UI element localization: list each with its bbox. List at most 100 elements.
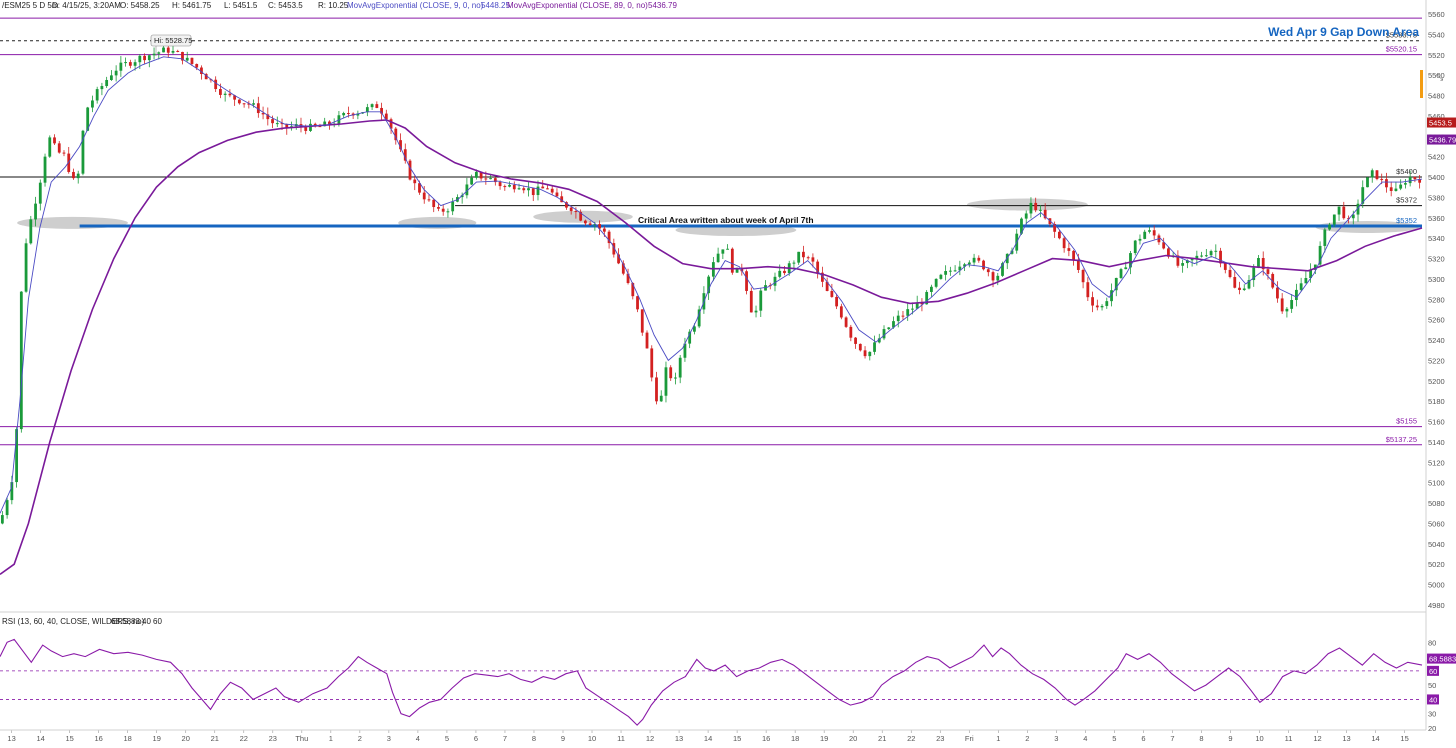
candle-body-236: [1119, 269, 1123, 278]
rsi-band-high-label: 60: [153, 617, 162, 626]
candle-body-54: [256, 103, 260, 114]
candle-body-125: [593, 224, 597, 226]
candle-body-278: [1318, 245, 1322, 265]
candle-body-275: [1304, 278, 1308, 284]
candle-body-59: [280, 123, 284, 125]
candle-body-92: [437, 207, 440, 209]
candle-body-154: [730, 248, 734, 273]
candle-body-103: [489, 178, 492, 180]
price-tick-0: 5560: [1428, 10, 1445, 19]
candle-body-219: [1039, 209, 1042, 211]
candle-body-220: [1043, 209, 1047, 219]
legend-header: /ESM25 5 D 5m D: 4/15/25, 3:20AM O: 5458…: [2, 1, 677, 10]
candle-body-285: [1351, 214, 1355, 219]
candle-body-223: [1057, 231, 1061, 239]
candle-body-40: [190, 57, 194, 64]
candle-body-274: [1299, 283, 1303, 290]
candle-body-140: [664, 367, 668, 396]
candle-body-256: [1214, 250, 1218, 252]
candle-body-3: [15, 429, 18, 483]
candle-body-146: [693, 326, 696, 332]
candle-body-239: [1133, 240, 1137, 254]
price-tick-9: 5380: [1428, 193, 1445, 202]
price-tick-21: 5140: [1428, 438, 1445, 447]
candle-body-6: [29, 219, 33, 244]
candle-body-208: [986, 269, 990, 273]
candle-body-119: [565, 202, 568, 208]
candle-body-157: [745, 271, 748, 291]
rsi-tick-5: 30: [1428, 710, 1436, 719]
bar-date: D: 4/15/25, 3:20AM: [52, 1, 121, 10]
candle-body-251: [1190, 258, 1194, 261]
candle-body-26: [124, 62, 128, 64]
candle-body-153: [726, 248, 729, 250]
candle-body-183: [868, 351, 872, 357]
price-tick-7: 5420: [1428, 153, 1445, 162]
candle-body-225: [1067, 248, 1071, 251]
rsi-value: 68.5883: [111, 617, 140, 626]
candle-body-30: [143, 55, 146, 61]
candle-body-28: [133, 62, 137, 66]
price-tick-17: 5220: [1428, 356, 1445, 365]
candle-body-195: [925, 291, 929, 305]
candle-body-270: [1280, 298, 1284, 312]
candle-body-176: [835, 296, 839, 307]
candle-body-213: [1010, 250, 1014, 254]
level-label-1: $5533.75: [1386, 31, 1417, 40]
candle-body-24: [114, 70, 118, 76]
candle-body-169: [802, 251, 805, 258]
expand-icon[interactable]: ⤡: [1436, 72, 1443, 82]
time-tick-2: 15: [65, 734, 73, 743]
candle-body-98: [465, 184, 469, 196]
candle-body-282: [1337, 206, 1341, 215]
candle-body-41: [195, 63, 199, 68]
candle-body-211: [1001, 263, 1004, 276]
candle-body-37: [176, 50, 180, 52]
candle-body-160: [759, 290, 763, 311]
rsi-value-badge: 68.5883: [1429, 655, 1456, 664]
level-label-3: $5400: [1396, 167, 1417, 176]
time-tick-15: 5: [445, 734, 449, 743]
time-tick-3: 16: [94, 734, 102, 743]
candle-body-246: [1167, 248, 1170, 257]
candle-body-131: [621, 263, 625, 274]
candle-body-116: [550, 188, 554, 193]
candle-body-57: [271, 119, 274, 124]
time-tick-37: 4: [1083, 734, 1087, 743]
candle-body-121: [574, 211, 578, 213]
candle-body-298: [1413, 176, 1417, 180]
candle-body-207: [982, 260, 985, 270]
time-tick-16: 6: [474, 734, 478, 743]
candle-body-171: [811, 257, 815, 262]
time-tick-19: 9: [561, 734, 565, 743]
candle-body-20: [95, 89, 99, 101]
low-value: L: 5451.5: [224, 1, 258, 10]
candle-body-264: [1252, 267, 1256, 281]
candle-body-228: [1081, 269, 1085, 283]
candle-body-130: [617, 254, 620, 264]
price-tick-23: 5100: [1428, 479, 1445, 488]
candle-body-68: [323, 121, 327, 127]
rsi-label: RSI (13, 60, 40, CLOSE, WILDERS, no): [2, 617, 145, 626]
time-tick-6: 20: [182, 734, 190, 743]
rsi-axis: 8070503020604068.5883: [1427, 638, 1456, 733]
time-tick-45: 12: [1313, 734, 1321, 743]
candle-body-5: [24, 243, 28, 292]
candle-body-60: [285, 124, 289, 128]
price-tick-19: 5180: [1428, 397, 1445, 406]
candle-body-204: [967, 262, 971, 265]
rsi-line: [0, 638, 1423, 726]
candle-body-194: [920, 302, 924, 305]
candle-body-65: [309, 123, 312, 131]
ma-fast-line: [0, 56, 1423, 514]
candle-body-136: [645, 332, 649, 349]
price-badge-0: 5453.5: [1429, 119, 1452, 128]
candle-body-95: [451, 201, 455, 212]
time-tick-11: 1: [329, 734, 333, 743]
candle-body-216: [1024, 213, 1028, 219]
price-badge-bg-0: [1427, 117, 1456, 128]
candle-body-271: [1285, 308, 1289, 312]
candle-body-287: [1361, 187, 1365, 204]
candle-body-217: [1029, 202, 1033, 214]
